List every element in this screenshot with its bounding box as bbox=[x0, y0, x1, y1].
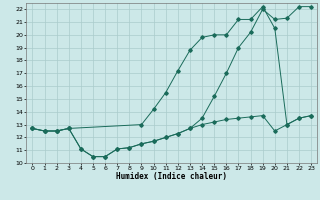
X-axis label: Humidex (Indice chaleur): Humidex (Indice chaleur) bbox=[116, 172, 227, 181]
